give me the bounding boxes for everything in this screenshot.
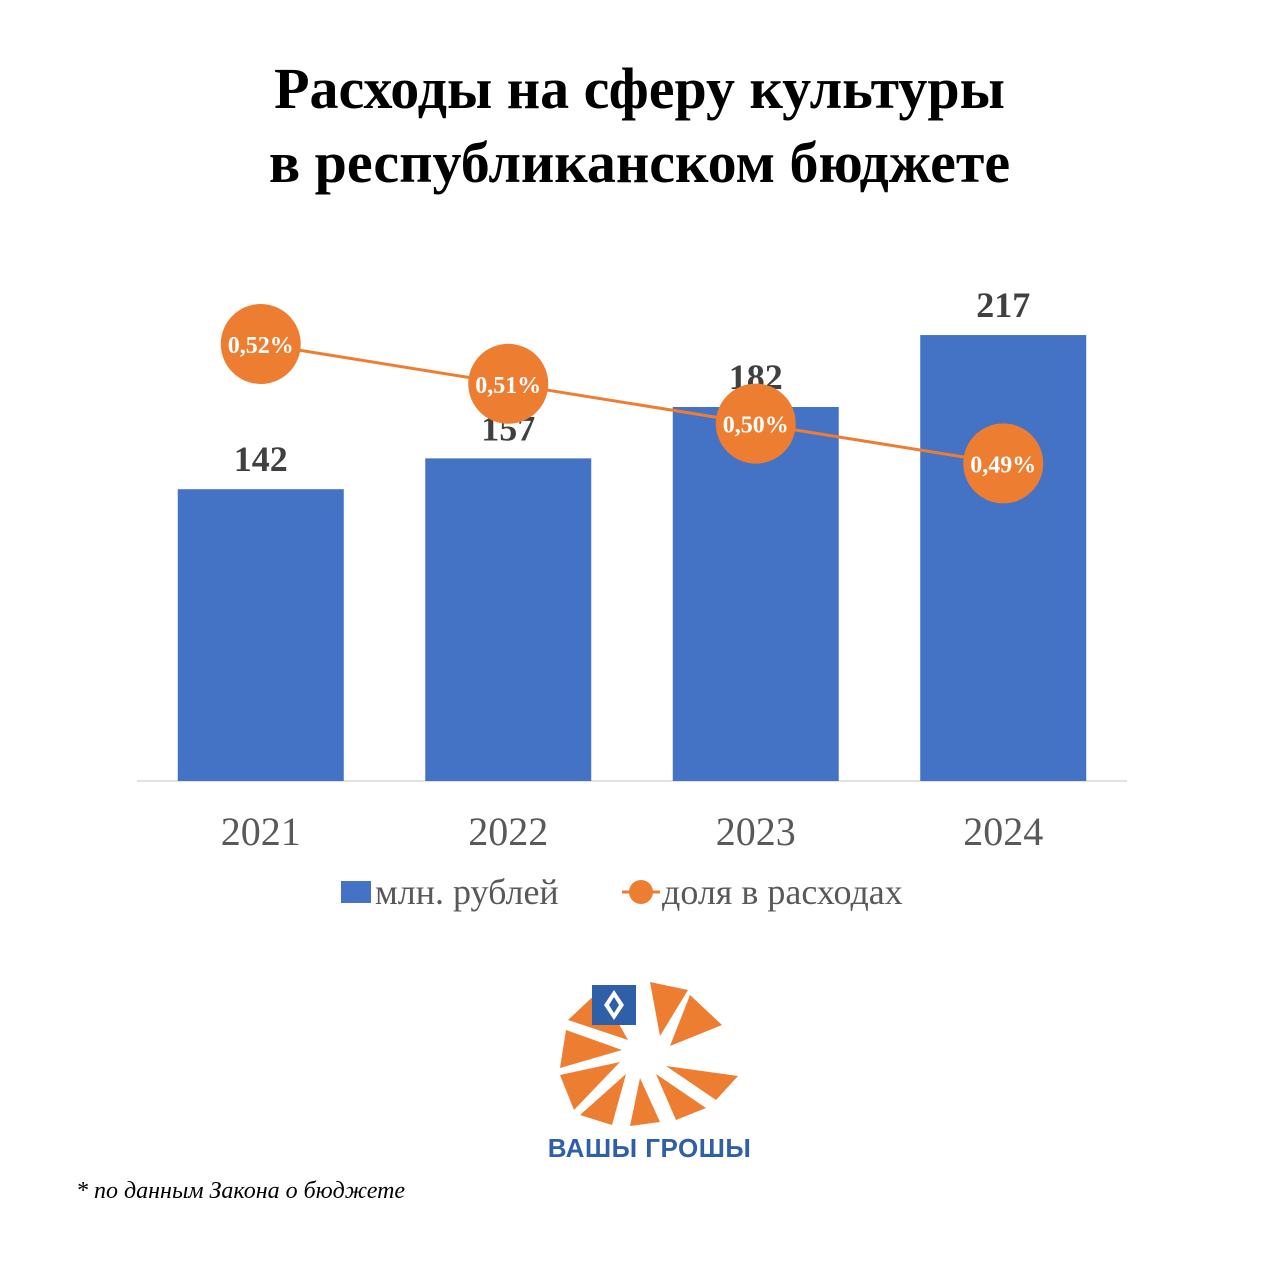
logo-ornament-icon xyxy=(592,985,636,1025)
bar-2024 xyxy=(920,335,1087,781)
share-point-2023 xyxy=(715,383,796,464)
bar-value-label: 217 xyxy=(976,285,1030,325)
x-tick-label: 2022 xyxy=(468,809,548,854)
chart-title-line-2: в республиканском бюджете xyxy=(268,130,1011,195)
legend-marker-share xyxy=(629,880,653,904)
logo-emblem-icon xyxy=(560,982,738,1126)
share-value-label: 0,52% xyxy=(228,333,294,359)
x-tick-label: 2024 xyxy=(963,809,1043,854)
bar-2022 xyxy=(425,458,592,781)
share-value-label: 0,49% xyxy=(970,452,1036,478)
bar-2023 xyxy=(672,406,839,781)
share-line xyxy=(260,342,1004,465)
footnote: * по данным Закона о бюджете xyxy=(76,1178,406,1204)
share-value-label: 0,50% xyxy=(723,413,789,439)
share-point-2024 xyxy=(963,423,1044,504)
x-tick-label: 2021 xyxy=(221,809,301,854)
chart-title: Расходы на сферу культуры в республиканс… xyxy=(0,52,1279,200)
share-point-2021 xyxy=(220,304,301,384)
share-point-2022 xyxy=(468,343,549,424)
chart-title-line-1: Расходы на сферу культуры xyxy=(274,56,1005,121)
x-tick-label: 2023 xyxy=(716,809,796,854)
bar-2021 xyxy=(177,489,344,781)
share-value-label: 0,51% xyxy=(475,373,541,399)
legend-label-bars: млн. рублей xyxy=(375,872,559,912)
logo-text: ВАШЫ ГРОШЫ xyxy=(547,1133,752,1163)
bar-value-label: 142 xyxy=(234,439,288,479)
legend-swatch-bars xyxy=(341,881,371,903)
legend-label-share: доля в расходах xyxy=(662,872,903,912)
